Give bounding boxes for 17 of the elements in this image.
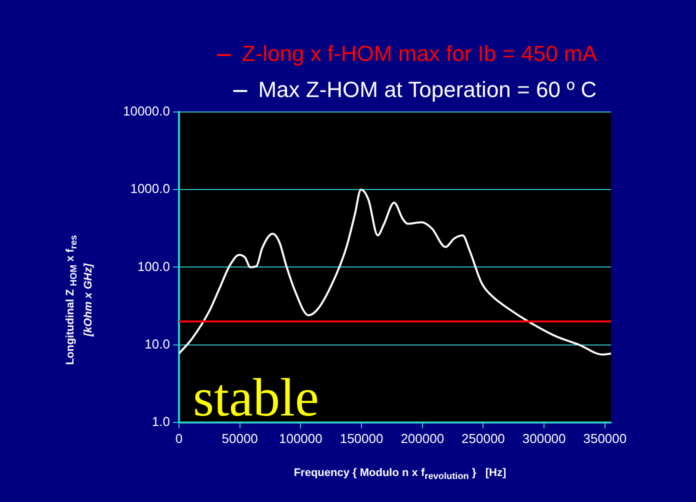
y-tick-label: 1.0 [152, 414, 170, 429]
x-tick-label: 0 [175, 430, 183, 446]
x-tick-label: 50000 [222, 430, 258, 446]
legend-label: Z-long x f-HOM max for Ib = 450 mA [242, 41, 598, 66]
y-tick-label: 10000.0 [122, 104, 170, 119]
x-tick-label: 300000 [522, 430, 566, 446]
x-tick-label: 100000 [278, 430, 322, 446]
y-tick-label: 10.0 [144, 336, 170, 352]
legend-label: Max Z-HOM at Toperation = 60 º C [258, 77, 597, 102]
x-tick-label: 350000 [583, 430, 627, 446]
y-tick-label: 1000.0 [130, 181, 170, 196]
x-tick-label: 250000 [462, 430, 505, 446]
annotation: stable [192, 368, 319, 428]
y-tick-label: 100.0 [137, 258, 170, 274]
x-tick-label: 200000 [400, 430, 444, 446]
x-axis-title: Frequency { Modulo n x f$_{revolution}$ } [Hz] [294, 466, 506, 482]
x-tick-label: 150000 [340, 430, 384, 446]
